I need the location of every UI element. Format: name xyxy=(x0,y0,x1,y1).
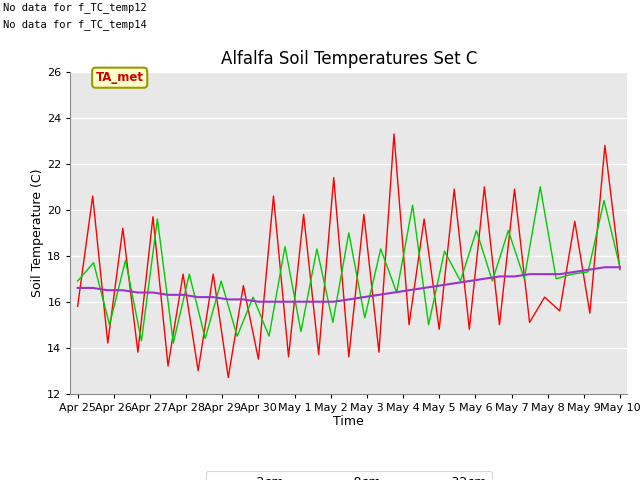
Legend: -2cm, -8cm, -32cm: -2cm, -8cm, -32cm xyxy=(205,470,492,480)
Text: No data for f_TC_temp12: No data for f_TC_temp12 xyxy=(3,2,147,13)
Title: Alfalfa Soil Temperatures Set C: Alfalfa Soil Temperatures Set C xyxy=(221,49,477,68)
Text: No data for f_TC_temp14: No data for f_TC_temp14 xyxy=(3,19,147,30)
X-axis label: Time: Time xyxy=(333,415,364,429)
Y-axis label: Soil Temperature (C): Soil Temperature (C) xyxy=(31,168,44,297)
Text: TA_met: TA_met xyxy=(96,71,144,84)
